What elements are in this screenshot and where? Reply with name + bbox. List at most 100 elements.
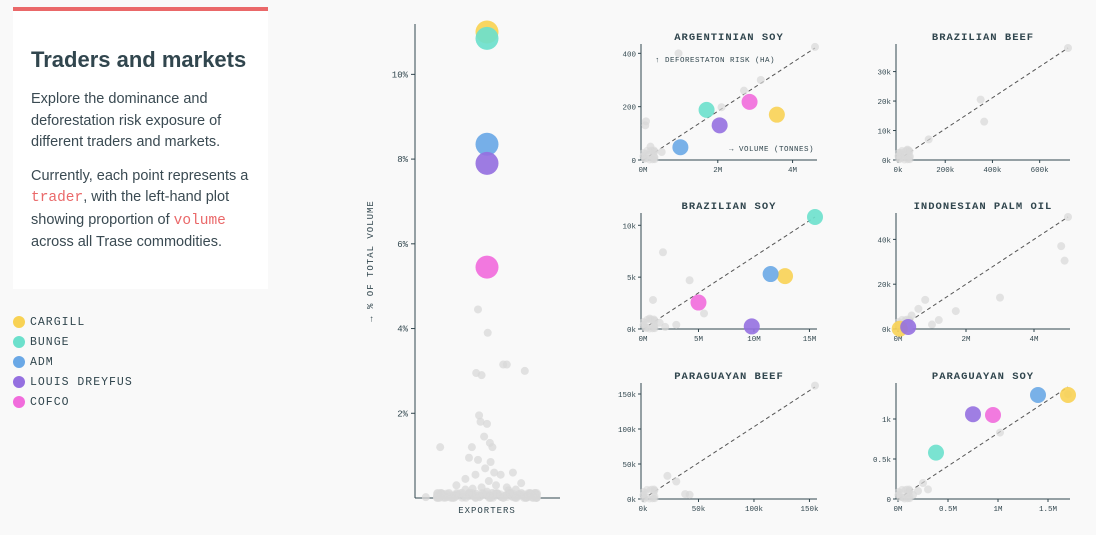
brazilian-soy-origin-point-17 <box>650 319 658 327</box>
argentinian-soy-title: ARGENTINIAN SOY <box>674 32 784 44</box>
brazilian-beef-point-1 <box>976 95 985 104</box>
main-x-label: EXPORTERS <box>458 506 516 516</box>
main-point-24 <box>484 477 493 486</box>
brazilian-soy-point-3 <box>700 309 709 318</box>
indonesian-palm-oil-x-tick-label-1: 2M <box>961 336 971 344</box>
main-y-tick-label-10: 10% <box>392 70 409 80</box>
paraguayan-beef-point-2 <box>672 477 681 486</box>
argentinian-soy-y-label: ↑ DEFORESTATON RISK (HA) <box>655 57 775 65</box>
main-baseline-point-134 <box>492 490 501 499</box>
argentinian-soy-point-6 <box>739 86 748 95</box>
metric-toggle[interactable]: volume <box>173 212 226 229</box>
legend-item-cargill[interactable]: CARGILL <box>13 312 133 332</box>
paraguayan-soy-x-tick-label-0: 0M <box>893 506 903 514</box>
legend-dot-louis-dreyfus <box>13 376 25 388</box>
main-baseline-point-133 <box>471 491 480 500</box>
argentinian-soy-point-7 <box>657 148 666 156</box>
paraguayan-soy-point-cofco <box>985 407 1001 423</box>
brazilian-beef-y-tick-label-3: 30k <box>877 70 891 78</box>
indonesian-palm-oil-point-2 <box>1060 256 1069 265</box>
intro-text: Explore the dominance and deforestation … <box>31 91 222 150</box>
legend-item-cofco[interactable]: COFCO <box>13 392 133 412</box>
brazilian-beef-y-tick-label-0: 0k <box>882 158 892 166</box>
paraguayan-soy-point-bunge <box>928 444 944 461</box>
paraguayan-beef-x-tick-label-3: 150k <box>800 506 819 514</box>
paraguayan-beef-y-tick-label-3: 150k <box>618 392 637 400</box>
main-y-tick-label-6: 6% <box>397 240 408 250</box>
argentinian-soy-y-tick-label-1: 200 <box>622 105 636 113</box>
brazilian-beef-origin-point-17 <box>905 150 913 158</box>
main-baseline-point-131 <box>438 489 447 498</box>
main-point-41 <box>421 493 430 502</box>
paraguayan-soy-point-7 <box>924 485 932 494</box>
paraguayan-soy-x-tick-label-2: 1M <box>993 506 1003 514</box>
main-point-4 <box>520 366 529 375</box>
main-point-bunge <box>475 26 499 50</box>
paraguayan-soy-point-adm <box>1030 387 1046 403</box>
main-baseline-point-130 <box>433 493 442 502</box>
brazilian-beef-x-tick-label-0: 0k <box>893 167 903 175</box>
main-point-23 <box>461 474 470 483</box>
brazilian-soy-x-tick-label-3: 15M <box>803 336 817 344</box>
main-baseline-point-135 <box>511 492 520 501</box>
brazilian-soy-point-8 <box>672 320 681 329</box>
argentinian-soy-point-bunge <box>698 101 715 118</box>
main-point-10 <box>483 419 491 428</box>
description-pre: Currently, each point represents a <box>31 167 249 184</box>
brazilian-beef-trend-line <box>897 47 1069 161</box>
brazilian-soy-point-bunge <box>807 209 823 225</box>
paraguayan-soy-y-tick-label-0: 0 <box>886 497 891 505</box>
paraguayan-beef-point-0 <box>811 381 819 390</box>
argentinian-soy-point-3 <box>641 121 650 130</box>
brazilian-beef-title: BRAZILIAN BEEF <box>932 32 1034 44</box>
indonesian-palm-oil-x-tick-label-0: 0M <box>893 336 903 344</box>
brazilian-soy-point-cargill <box>777 268 794 285</box>
main-point-9 <box>476 417 485 426</box>
legend-item-louis-dreyfus[interactable]: LOUIS DREYFUS <box>13 372 133 392</box>
paraguayan-soy-x-tick-label-1: 0.5M <box>939 506 958 514</box>
paraguayan-soy-x-tick-label-3: 1.5M <box>1039 506 1058 514</box>
description-text: Currently, each point represents a trade… <box>31 166 250 254</box>
argentinian-soy-point-0 <box>811 42 819 51</box>
indonesian-palm-oil-point-0 <box>1064 213 1072 221</box>
argentinian-soy-point-louis-dreyfus <box>711 117 728 134</box>
paraguayan-beef-y-tick-label-2: 100k <box>618 427 637 435</box>
indonesian-palm-oil-point-6 <box>921 295 930 304</box>
paraguayan-beef-x-tick-label-1: 50k <box>692 506 706 514</box>
indonesian-palm-oil-trend-line <box>897 216 1069 330</box>
main-point-26 <box>452 481 461 490</box>
brazilian-soy-y-tick-label-0: 0k <box>627 327 637 335</box>
brazilian-beef-y-tick-label-1: 10k <box>877 129 891 137</box>
paraguayan-beef-origin-point-17 <box>650 489 658 497</box>
main-point-22 <box>508 468 517 477</box>
paraguayan-soy-origin-point-17 <box>905 489 913 497</box>
entity-toggle[interactable]: trader <box>31 190 84 206</box>
brazilian-soy-trend-line <box>642 216 816 330</box>
brazilian-soy-point-0 <box>658 248 667 257</box>
brazilian-soy-point-louis-dreyfus <box>743 318 760 335</box>
main-point-13 <box>467 443 476 452</box>
main-point-16 <box>474 455 482 464</box>
brazilian-beef-y-tick-label-2: 20k <box>877 99 891 107</box>
main-point-14 <box>488 443 497 452</box>
argentinian-soy-y-tick-label-0: 0 <box>631 158 636 166</box>
main-point-11 <box>480 432 489 441</box>
brazilian-soy-point-6 <box>661 322 670 331</box>
brazilian-soy-x-tick-label-2: 10M <box>747 336 761 344</box>
paraguayan-beef-x-tick-label-2: 100k <box>745 506 764 514</box>
brazilian-soy-x-tick-label-0: 0M <box>638 336 648 344</box>
paraguayan-beef-y-tick-label-0: 0k <box>627 497 637 505</box>
legend-dot-bunge <box>13 336 25 348</box>
legend-label-bunge: BUNGE <box>30 335 70 349</box>
intro-card: Traders and markets Explore the dominanc… <box>13 7 268 289</box>
legend-label-cargill: CARGILL <box>30 315 86 329</box>
argentinian-soy-point-cargill <box>768 106 785 123</box>
main-y-tick-label-2: 2% <box>397 409 408 419</box>
legend-item-adm[interactable]: ADM <box>13 352 133 372</box>
paraguayan-soy-trend-line <box>897 386 1069 500</box>
indonesian-palm-oil-point-1 <box>1057 242 1066 251</box>
main-point-louis-dreyfus <box>475 151 499 175</box>
legend-item-bunge[interactable]: BUNGE <box>13 332 133 352</box>
paraguayan-soy-point-cargill <box>1060 387 1076 403</box>
